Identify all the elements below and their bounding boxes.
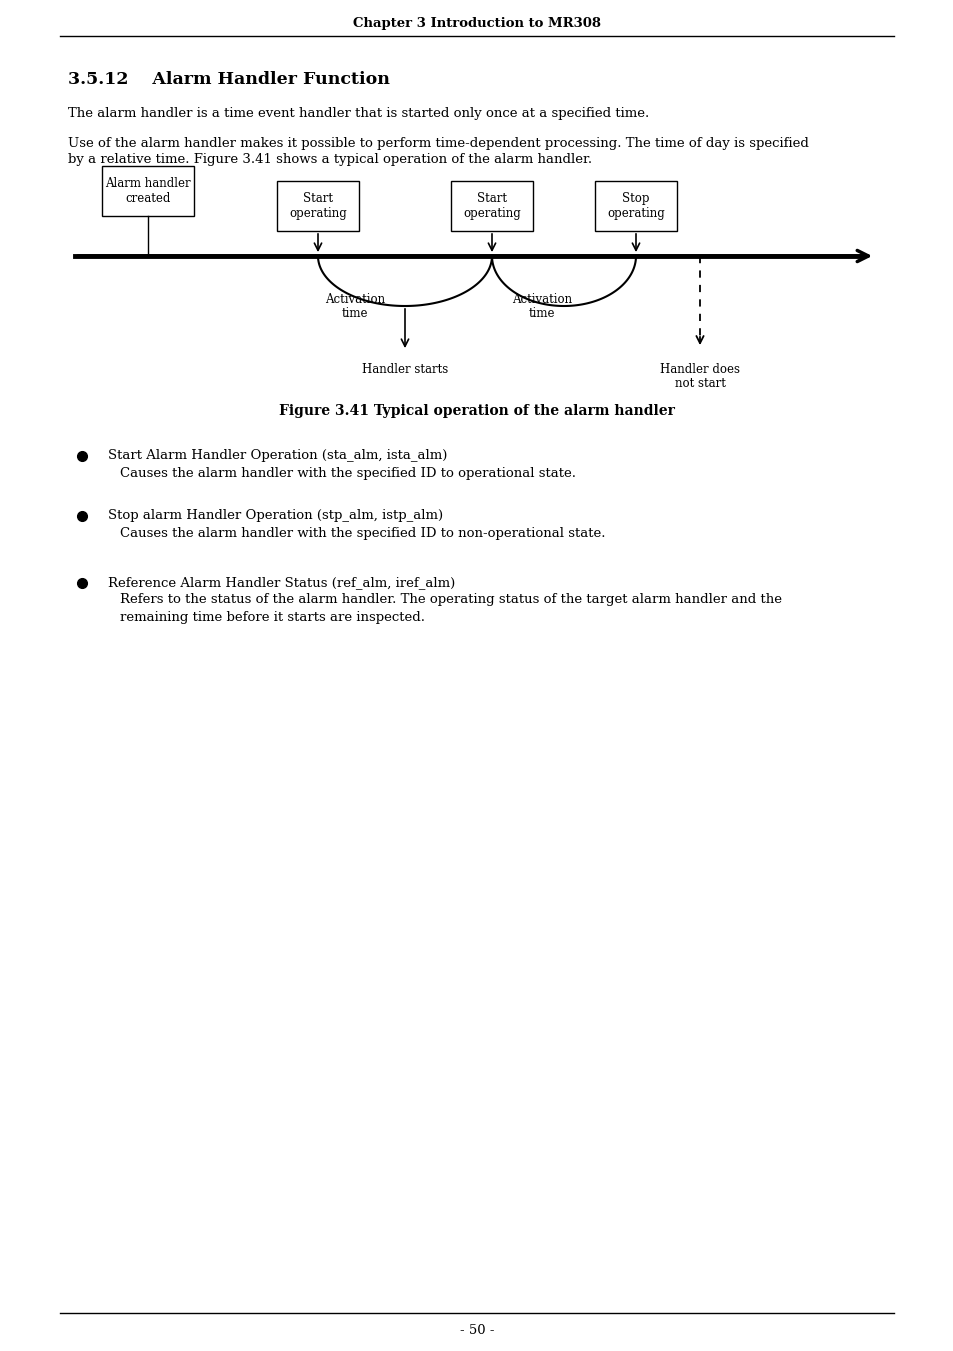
Text: Chapter 3 Introduction to MR308: Chapter 3 Introduction to MR308 [353, 18, 600, 31]
Text: Activation: Activation [325, 293, 385, 305]
Text: 3.5.12    Alarm Handler Function: 3.5.12 Alarm Handler Function [68, 70, 390, 88]
Text: Stop alarm Handler Operation (stp_alm, istp_alm): Stop alarm Handler Operation (stp_alm, i… [108, 509, 442, 523]
Text: Use of the alarm handler makes it possible to perform time-dependent processing.: Use of the alarm handler makes it possib… [68, 136, 808, 150]
Text: Stop
operating: Stop operating [606, 192, 664, 220]
FancyBboxPatch shape [276, 181, 358, 231]
Text: Reference Alarm Handler Status (ref_alm, iref_alm): Reference Alarm Handler Status (ref_alm,… [108, 577, 455, 589]
FancyBboxPatch shape [102, 166, 193, 216]
FancyBboxPatch shape [595, 181, 677, 231]
Text: Start
operating: Start operating [289, 192, 347, 220]
Text: Start
operating: Start operating [462, 192, 520, 220]
Text: Causes the alarm handler with the specified ID to operational state.: Causes the alarm handler with the specif… [120, 466, 576, 480]
Text: Handler does: Handler does [659, 363, 740, 376]
Text: Handler starts: Handler starts [361, 363, 448, 376]
Text: Start Alarm Handler Operation (sta_alm, ista_alm): Start Alarm Handler Operation (sta_alm, … [108, 450, 447, 462]
Text: Activation: Activation [512, 293, 572, 305]
Text: Causes the alarm handler with the specified ID to non-operational state.: Causes the alarm handler with the specif… [120, 527, 605, 539]
Text: Figure 3.41 Typical operation of the alarm handler: Figure 3.41 Typical operation of the ala… [279, 404, 674, 417]
Text: Refers to the status of the alarm handler. The operating status of the target al: Refers to the status of the alarm handle… [120, 593, 781, 607]
Text: remaining time before it starts are inspected.: remaining time before it starts are insp… [120, 611, 424, 624]
Text: time: time [341, 307, 368, 320]
Text: time: time [528, 307, 555, 320]
Text: Alarm handler
created: Alarm handler created [105, 177, 191, 205]
Text: - 50 -: - 50 - [459, 1324, 494, 1337]
Text: by a relative time. Figure 3.41 shows a typical operation of the alarm handler.: by a relative time. Figure 3.41 shows a … [68, 154, 592, 166]
Text: not start: not start [674, 377, 724, 390]
Text: The alarm handler is a time event handler that is started only once at a specifi: The alarm handler is a time event handle… [68, 107, 649, 119]
FancyBboxPatch shape [451, 181, 533, 231]
